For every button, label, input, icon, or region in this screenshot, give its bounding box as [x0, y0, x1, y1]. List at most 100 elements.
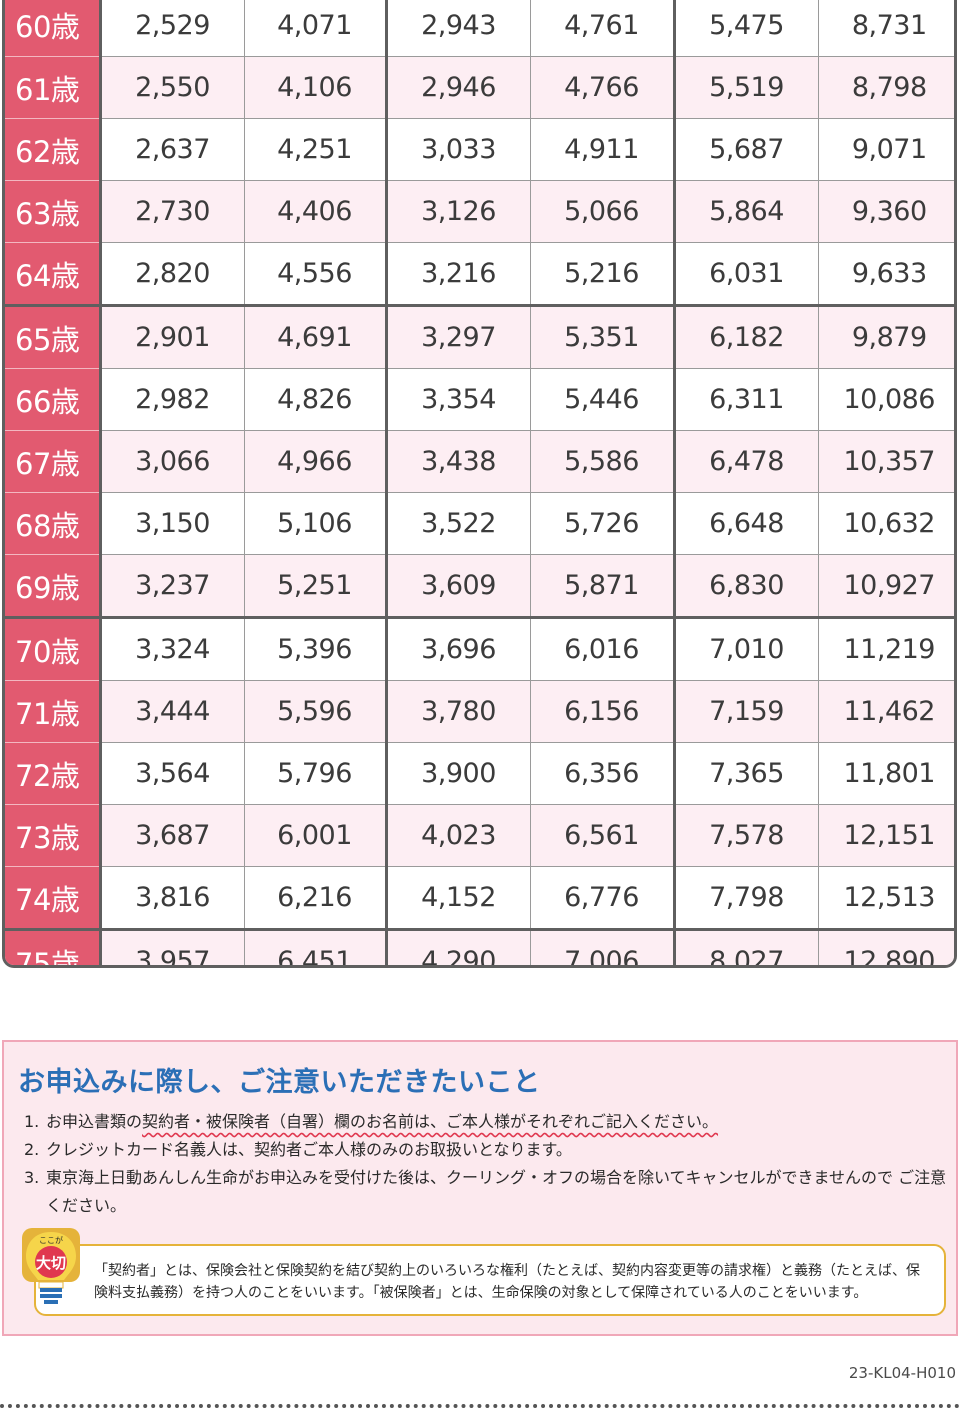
bulb-label-main: 大切 — [36, 1254, 66, 1272]
premium-table-body: 60歳 2,529 4,071 2,943 4,761 5,475 8,731 61歳 2,55… — [5, 0, 954, 965]
premium-cell: 6,016 — [530, 616, 676, 681]
premium-cell: 3,444 — [100, 680, 245, 743]
notice-item-text: 東京海上日動あんしん生命がお申込みを受付けた後は、クーリング・オフの場合を除いて… — [46, 1168, 947, 1215]
notice-item: 1. お申込書類の契約者・被保険者（自署）欄のお名前は、ご本人様がそれぞれご記入… — [24, 1108, 949, 1136]
premium-cell: 6,156 — [530, 680, 676, 743]
premium-cell: 3,696 — [386, 616, 531, 681]
premium-cell: 12,890 — [818, 928, 954, 965]
premium-cell: 6,182 — [674, 304, 819, 369]
premium-cell: 12,151 — [818, 804, 954, 867]
notice-item: 2. クレジットカード名義人は、契約者ご本人様のみのお取扱いとなります。 — [24, 1136, 949, 1164]
age-cell: 60歳 — [5, 0, 102, 57]
premium-cell: 4,966 — [244, 430, 388, 493]
premium-cell: 9,360 — [818, 180, 954, 243]
premium-cell: 2,730 — [100, 180, 245, 243]
premium-cell: 5,796 — [244, 742, 388, 805]
premium-cell: 6,648 — [674, 492, 819, 555]
age-cell: 61歳 — [5, 56, 102, 119]
premium-cell: 6,776 — [530, 866, 676, 930]
table-row: 63歳 2,730 4,406 3,126 5,066 5,864 9,360 — [5, 180, 954, 243]
notice-item-number: 1. — [24, 1112, 40, 1131]
premium-cell: 2,982 — [100, 368, 245, 431]
table-row: 66歳 2,982 4,826 3,354 5,446 6,311 10,086 — [5, 368, 954, 431]
premium-cell: 10,632 — [818, 492, 954, 555]
premium-cell: 4,911 — [530, 118, 676, 181]
age-cell: 69歳 — [5, 554, 102, 618]
age-cell: 70歳 — [5, 616, 102, 681]
premium-cell: 5,396 — [244, 616, 388, 681]
premium-cell: 7,365 — [674, 742, 819, 805]
age-cell: 74歳 — [5, 866, 102, 930]
premium-cell: 6,356 — [530, 742, 676, 805]
age-cell: 64歳 — [5, 242, 102, 306]
premium-cell: 9,879 — [818, 304, 954, 369]
age-cell: 68歳 — [5, 492, 102, 555]
bulb-label-top: ここが — [39, 1235, 63, 1245]
age-cell: 66歳 — [5, 368, 102, 431]
premium-cell: 5,251 — [244, 554, 388, 618]
premium-cell: 5,066 — [530, 180, 676, 243]
table-row: 62歳 2,637 4,251 3,033 4,911 5,687 9,071 — [5, 118, 954, 181]
premium-cell: 6,478 — [674, 430, 819, 493]
age-cell: 62歳 — [5, 118, 102, 181]
premium-cell: 5,351 — [530, 304, 676, 369]
premium-cell: 2,820 — [100, 242, 245, 306]
notice-item-number: 2. — [24, 1140, 40, 1159]
notice-box: お申込みに際し、ご注意いただきたいこと 1. お申込書類の契約者・被保険者（自署… — [2, 1040, 958, 1336]
premium-cell: 7,010 — [674, 616, 819, 681]
premium-cell: 2,901 — [100, 304, 245, 369]
age-cell: 71歳 — [5, 680, 102, 743]
table-row: 60歳 2,529 4,071 2,943 4,761 5,475 8,731 — [5, 0, 954, 57]
premium-cell: 2,529 — [100, 0, 245, 57]
premium-cell: 3,150 — [100, 492, 245, 555]
notice-item-text: クレジットカード名義人は、契約者ご本人様のみのお取扱いとなります。 — [46, 1140, 572, 1159]
premium-cell: 3,354 — [386, 368, 531, 431]
premium-cell: 4,691 — [244, 304, 388, 369]
underlined-text: 契約者・被保険者（自署）欄のお名前は、ご本人様がそれぞれご記入ください。 — [142, 1112, 719, 1131]
premium-cell: 11,801 — [818, 742, 954, 805]
premium-cell: 3,438 — [386, 430, 531, 493]
table-row: 71歳 3,444 5,596 3,780 6,156 7,159 11,462 — [5, 680, 954, 743]
premium-cell: 12,513 — [818, 866, 954, 930]
age-cell: 63歳 — [5, 180, 102, 243]
premium-cell: 3,237 — [100, 554, 245, 618]
premium-cell: 2,943 — [386, 0, 531, 57]
premium-cell: 4,761 — [530, 0, 676, 57]
table-row: 73歳 3,687 6,001 4,023 6,561 7,578 12,151 — [5, 804, 954, 867]
premium-cell: 2,637 — [100, 118, 245, 181]
premium-cell: 6,216 — [244, 866, 388, 930]
premium-cell: 3,957 — [100, 928, 245, 965]
premium-table: 60歳 2,529 4,071 2,943 4,761 5,475 8,731 61歳 2,55… — [2, 0, 957, 968]
premium-cell: 3,609 — [386, 554, 531, 618]
document-code: 23-KL04-H010 — [848, 1364, 956, 1382]
premium-cell: 3,816 — [100, 866, 245, 930]
premium-cell: 4,106 — [244, 56, 388, 119]
premium-cell: 5,687 — [674, 118, 819, 181]
premium-cell: 8,731 — [818, 0, 954, 57]
premium-cell: 3,687 — [100, 804, 245, 867]
premium-cell: 3,066 — [100, 430, 245, 493]
premium-cell: 3,564 — [100, 742, 245, 805]
premium-cell: 10,086 — [818, 368, 954, 431]
table-row: 72歳 3,564 5,796 3,900 6,356 7,365 11,801 — [5, 742, 954, 805]
premium-cell: 3,216 — [386, 242, 531, 306]
premium-cell: 7,798 — [674, 866, 819, 930]
premium-cell: 6,451 — [244, 928, 388, 965]
age-cell: 72歳 — [5, 742, 102, 805]
table-row: 67歳 3,066 4,966 3,438 5,586 6,478 10,357 — [5, 430, 954, 493]
premium-cell: 6,031 — [674, 242, 819, 306]
premium-cell: 9,633 — [818, 242, 954, 306]
premium-cell: 5,475 — [674, 0, 819, 57]
premium-cell: 4,556 — [244, 242, 388, 306]
premium-cell: 6,830 — [674, 554, 819, 618]
premium-cell: 3,900 — [386, 742, 531, 805]
premium-cell: 4,766 — [530, 56, 676, 119]
premium-cell: 7,578 — [674, 804, 819, 867]
age-cell: 67歳 — [5, 430, 102, 493]
premium-cell: 10,357 — [818, 430, 954, 493]
premium-cell: 7,159 — [674, 680, 819, 743]
premium-cell: 5,216 — [530, 242, 676, 306]
premium-cell: 3,780 — [386, 680, 531, 743]
notice-item-text: お申込書類の契約者・被保険者（自署）欄のお名前は、ご本人様がそれぞれご記入くださ… — [46, 1108, 718, 1136]
premium-cell: 4,071 — [244, 0, 388, 57]
